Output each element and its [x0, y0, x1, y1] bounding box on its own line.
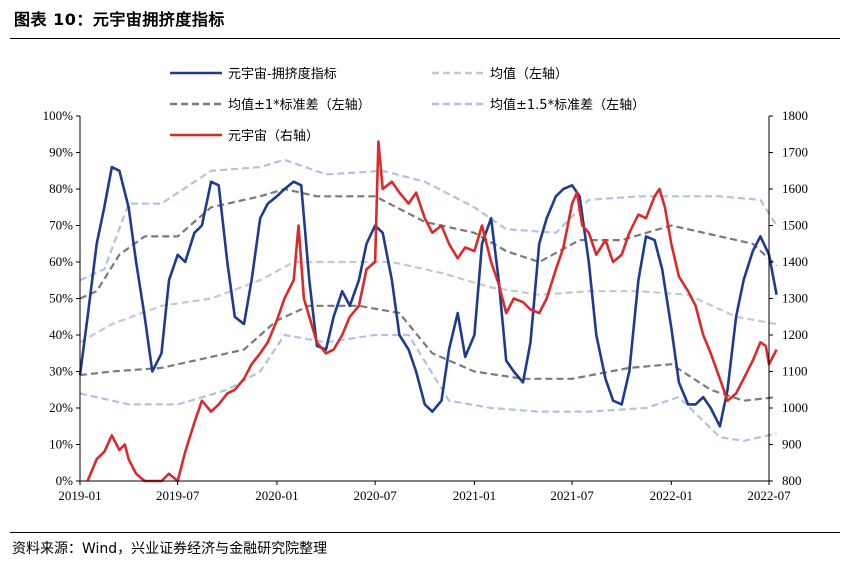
y-left-tick-label: 40% [49, 327, 73, 342]
series-line-2 [79, 187, 778, 300]
legend-label: 均值±1*标准差（左轴） [228, 97, 371, 113]
y-left-tick-label: 70% [49, 218, 73, 233]
series-line-4 [79, 158, 778, 282]
y-right-tick-label: 1300 [782, 291, 808, 306]
y-left-tick-label: 20% [49, 400, 73, 415]
legend-label: 元宇宙（右轴） [228, 129, 319, 144]
legend-label: 均值（左轴） [490, 66, 568, 82]
plot-area [78, 140, 778, 483]
x-tick-label: 2019-07 [156, 488, 200, 503]
top-rule [10, 38, 840, 39]
bottom-rule [10, 532, 840, 533]
axes: 0% 10% 20% 30% 40% 50% 60% 70% 80% 90% 100% 800 900 1… [43, 108, 808, 503]
x-tick-label: 2022-07 [747, 488, 791, 503]
source-note: 资料来源：Wind，兴业证券经济与金融研究院整理 [12, 541, 328, 557]
series-line-1 [79, 260, 777, 344]
y-left-tick-label: 100% [43, 108, 74, 123]
x-tick-label: 2021-01 [453, 488, 496, 503]
crowding-line-chart: 0% 10% 20% 30% 40% 50% 60% 70% 80% 90% 100% 800 900 1… [43, 66, 808, 503]
legend: 元宇宙-拥挤度指标 均值（左轴） 均值±1*标准差（左轴） 均值±1.5*标准差（左轴… [170, 66, 645, 144]
y-right-tick-label: 1500 [782, 218, 808, 233]
chart-title: 图表 10：元宇宙拥挤度指标 [14, 10, 225, 29]
y-right-tick-label: 1400 [782, 254, 808, 269]
legend-label: 元宇宙-拥挤度指标 [228, 66, 337, 82]
y-left-tick-label: 0% [56, 473, 74, 488]
y-right-tick-label: 1000 [782, 400, 808, 415]
series-line-3 [79, 304, 777, 402]
y-right-tick-label: 1200 [782, 327, 808, 342]
y-right-tick-label: 1700 [782, 145, 808, 160]
legend-label: 均值±1.5*标准差（左轴） [490, 97, 645, 113]
x-tick-label: 2022-01 [650, 488, 693, 503]
x-tick-label: 2020-07 [353, 488, 397, 503]
y-right-tick-label: 1600 [782, 181, 808, 196]
y-left-tick-label: 30% [49, 364, 73, 379]
y-right-tick-label: 800 [782, 473, 802, 488]
y-left-tick-label: 60% [49, 254, 73, 269]
y-left-tick-label: 50% [49, 291, 73, 306]
series-line-0 [78, 165, 778, 428]
x-tick-label: 2019-01 [58, 488, 101, 503]
series-line-5 [79, 333, 777, 442]
y-right-tick-label: 1800 [782, 108, 808, 123]
y-left-tick-label: 90% [49, 145, 73, 160]
x-tick-label: 2020-01 [255, 488, 298, 503]
y-right-tick-label: 900 [782, 437, 802, 452]
y-right-tick-label: 1100 [782, 364, 808, 379]
y-left-tick-label: 80% [49, 181, 73, 196]
y-left-tick-label: 10% [49, 437, 73, 452]
series-line-6 [86, 140, 778, 483]
x-tick-label: 2021-07 [550, 488, 594, 503]
